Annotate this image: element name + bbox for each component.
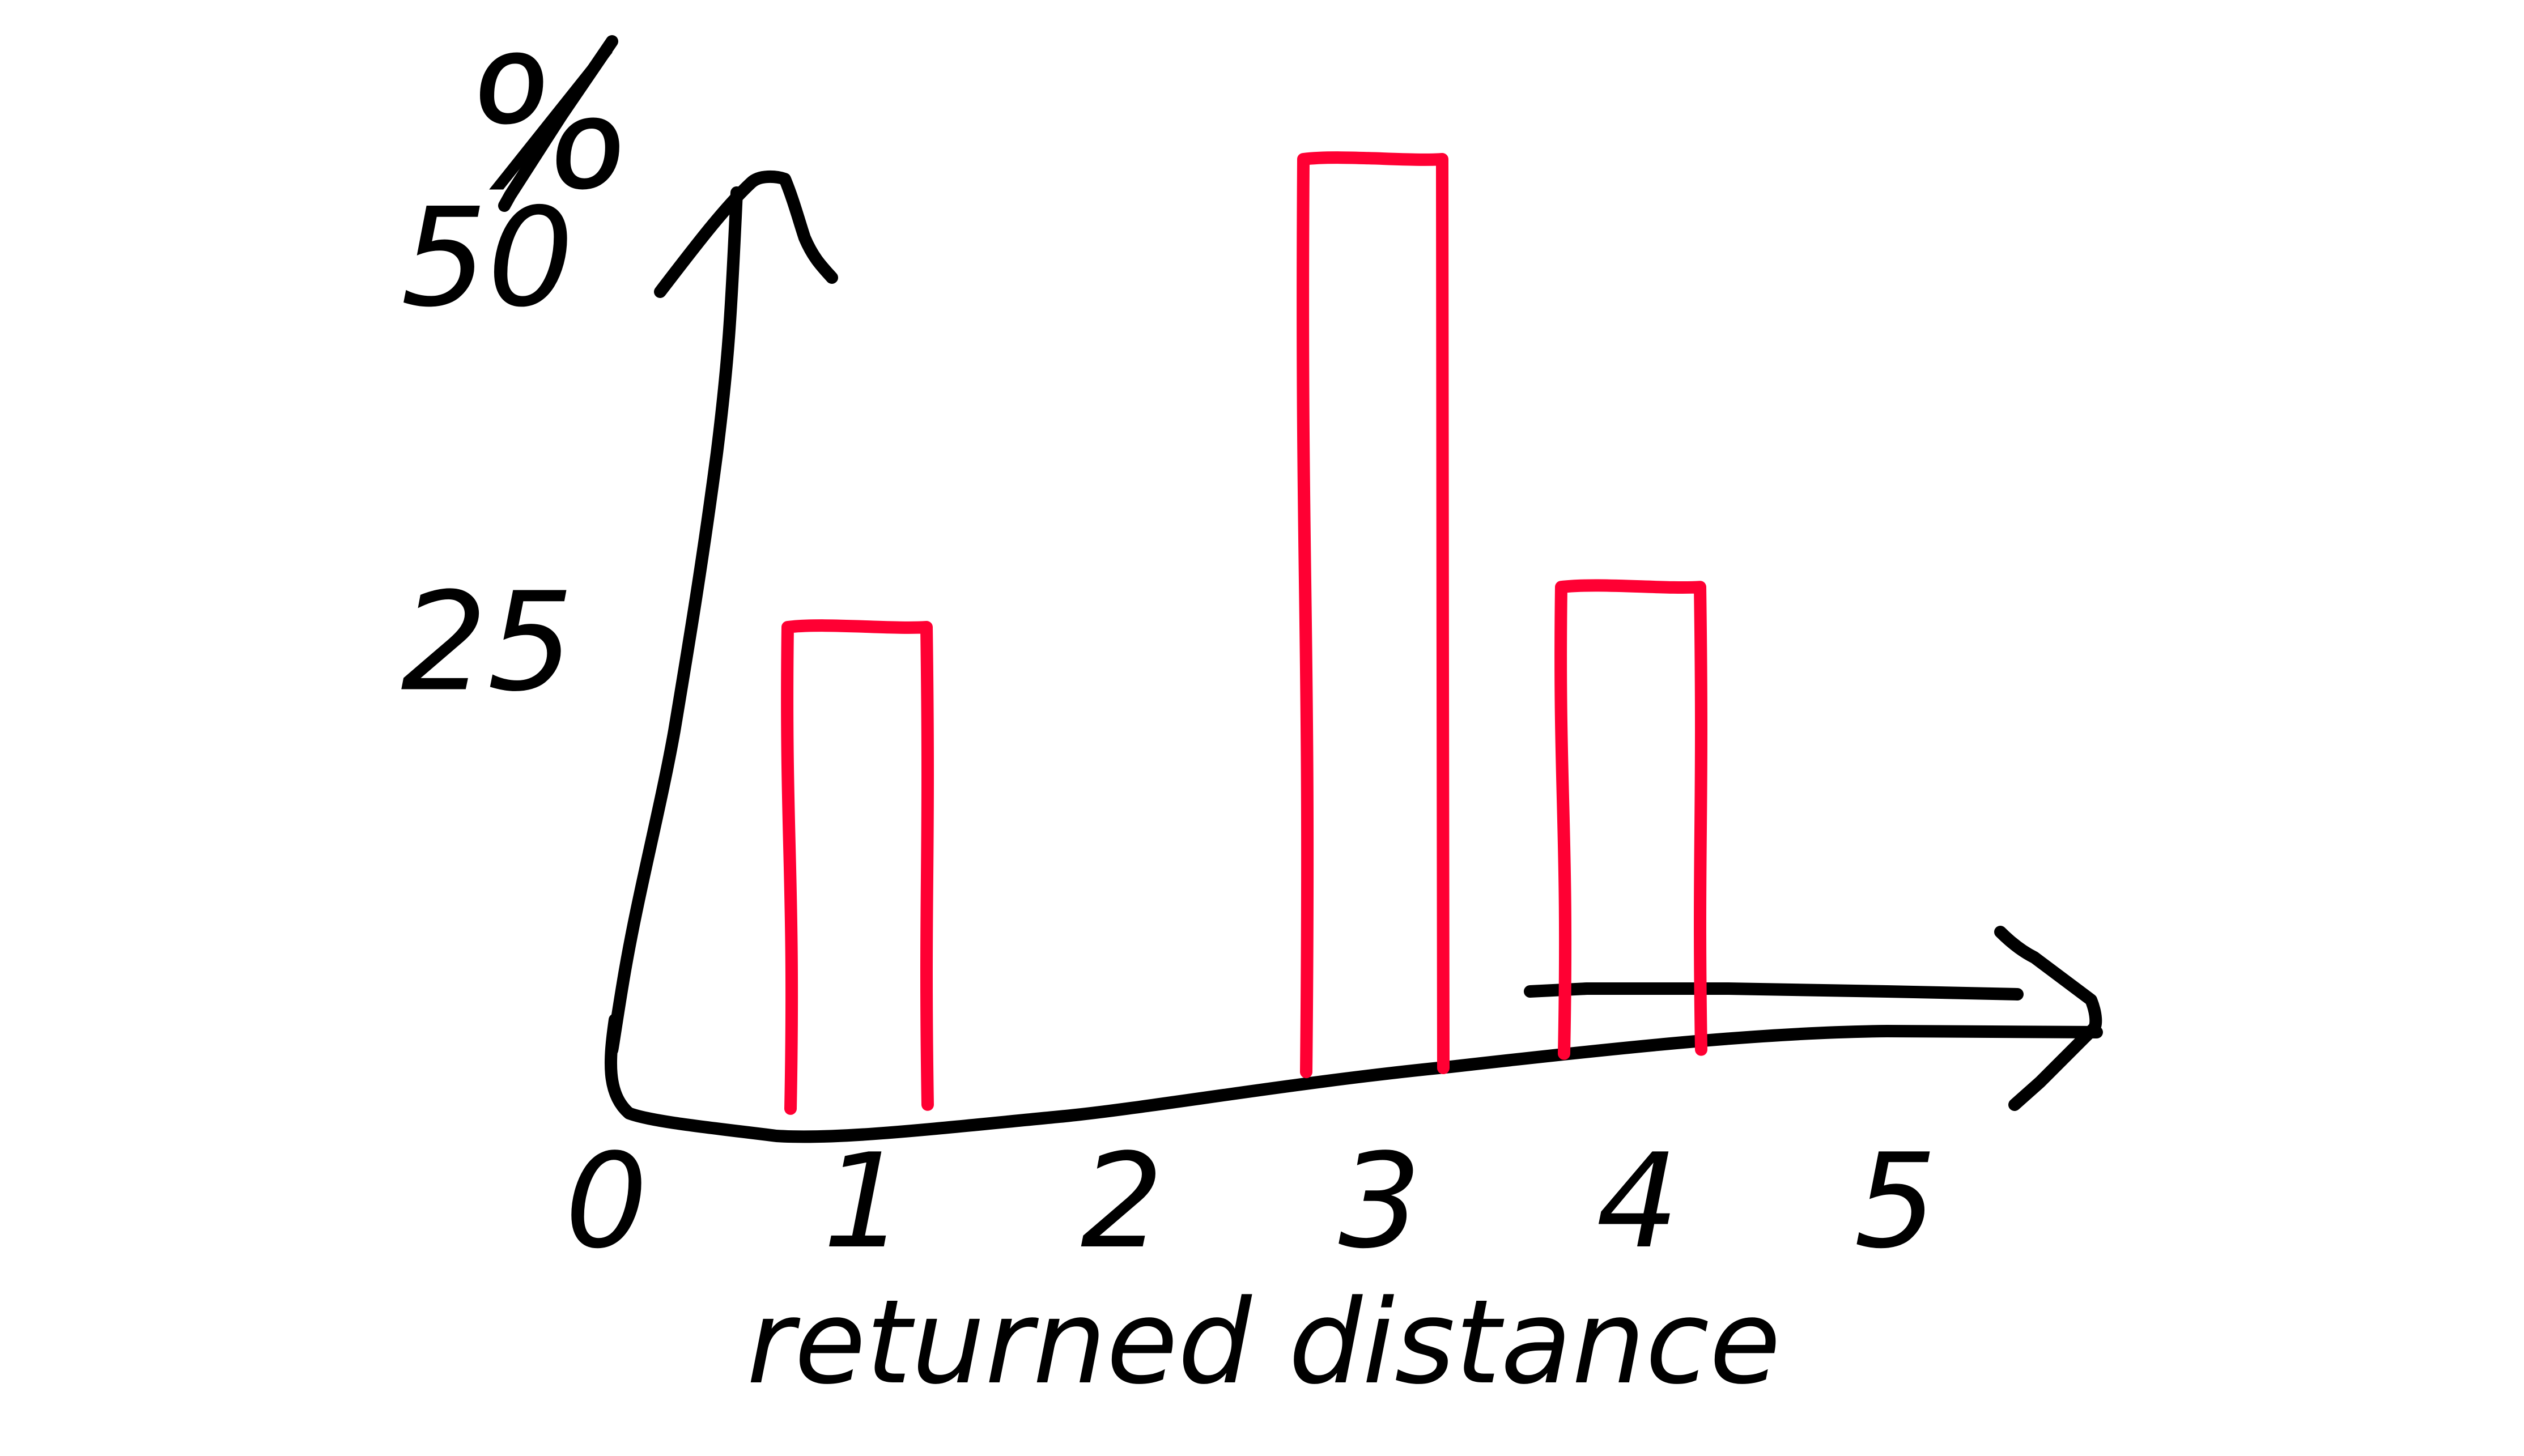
y-tick-label-50: 50 xyxy=(401,178,573,337)
y-tick-labels: 25 50 xyxy=(401,178,573,722)
x-axis-line xyxy=(1524,982,2024,1001)
bar-1 xyxy=(781,619,934,1115)
y-tick-label-25: 25 xyxy=(401,563,573,722)
bar-4 xyxy=(1554,579,1707,1060)
x-axis-arrowhead xyxy=(1994,926,2102,1111)
y-axis-line xyxy=(605,186,2103,1143)
x-tick-label-5: 5 xyxy=(1854,1126,1937,1278)
y-axis-arrowhead xyxy=(654,170,838,298)
x-tick-label-4: 4 xyxy=(1596,1126,1679,1278)
x-axis-label: returned distance xyxy=(747,1275,1781,1410)
y-axis-label: % xyxy=(464,19,636,230)
x-tick-label-3: 3 xyxy=(1339,1126,1421,1278)
x-tick-labels: 0 1 2 3 4 5 xyxy=(565,1126,1937,1278)
bars xyxy=(781,151,1707,1115)
x-tick-label-1: 1 xyxy=(823,1126,906,1278)
percent-slash xyxy=(498,35,618,212)
bar-3 xyxy=(1297,151,1450,1079)
x-tick-label-2: 2 xyxy=(1081,1126,1163,1278)
x-tick-label-0: 0 xyxy=(565,1126,648,1278)
